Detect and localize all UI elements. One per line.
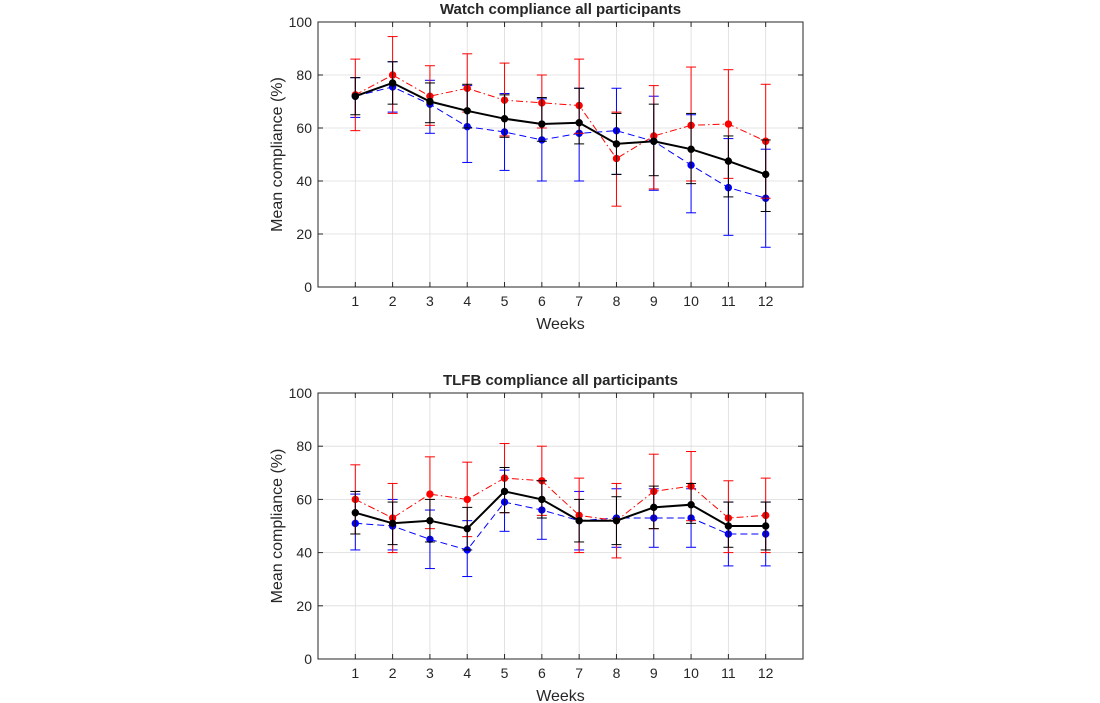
- x-tick-label: 7: [575, 665, 583, 681]
- data-point: [426, 97, 434, 106]
- series-line: [355, 86, 766, 199]
- x-axis-label: Weeks: [536, 688, 585, 703]
- series-line: [355, 477, 766, 522]
- data-point: [687, 501, 695, 509]
- x-tick-label: 9: [650, 293, 658, 309]
- x-tick-label: 10: [683, 665, 699, 681]
- data-point: [538, 120, 546, 128]
- x-tick-label: 5: [501, 665, 509, 681]
- chart-title: Watch compliance all participants: [440, 1, 681, 18]
- y-axis-label: Mean compliance (%): [269, 449, 286, 604]
- data-point: [500, 487, 509, 496]
- x-tick-label: 6: [538, 665, 546, 681]
- data-point: [463, 524, 471, 533]
- y-tick-label: 60: [296, 491, 312, 507]
- series-2: [350, 61, 771, 212]
- x-tick-label: 2: [389, 293, 397, 309]
- y-tick-label: 60: [296, 120, 312, 136]
- data-point: [650, 137, 658, 145]
- data-point: [463, 107, 471, 115]
- data-point: [426, 490, 434, 498]
- series-line: [355, 74, 766, 160]
- x-tick-label: 7: [575, 293, 583, 309]
- x-tick-label: 12: [758, 665, 774, 681]
- data-point: [538, 495, 546, 504]
- data-point: [388, 79, 397, 87]
- x-tick-label: 3: [426, 665, 434, 681]
- data-point: [388, 519, 397, 528]
- x-tick-label: 8: [613, 665, 621, 681]
- y-tick-label: 20: [296, 598, 312, 614]
- plot-area: [318, 393, 803, 659]
- data-point: [426, 516, 434, 525]
- x-tick-label: 12: [758, 293, 774, 309]
- data-point: [575, 119, 583, 127]
- y-tick-label: 20: [296, 226, 312, 242]
- data-point: [761, 170, 770, 179]
- data-point: [612, 516, 621, 525]
- data-point: [500, 115, 509, 123]
- x-tick-label: 9: [650, 665, 658, 681]
- data-point: [650, 503, 658, 512]
- y-tick-label: 80: [296, 67, 312, 83]
- data-point: [575, 516, 583, 525]
- data-point: [687, 145, 695, 153]
- y-tick-label: 80: [296, 438, 312, 454]
- axes-box: [317, 392, 804, 660]
- y-tick-label: 40: [296, 545, 312, 561]
- series-2: [350, 466, 771, 551]
- x-tick-label: 3: [426, 293, 434, 309]
- x-tick-label: 11: [721, 665, 736, 681]
- x-axis-label: Weeks: [536, 316, 585, 333]
- y-tick-label: 40: [296, 173, 312, 189]
- data-point: [724, 522, 733, 530]
- x-tick-label: 5: [501, 293, 509, 309]
- chart-title: TLFB compliance all participants: [443, 372, 678, 389]
- plot-area: [318, 22, 803, 287]
- series-line: [355, 501, 766, 551]
- x-tick-label: 1: [351, 665, 359, 681]
- data-point: [761, 522, 770, 530]
- data-point: [351, 92, 360, 100]
- x-tick-label: 1: [351, 293, 359, 309]
- x-tick-label: 11: [721, 293, 736, 309]
- x-tick-label: 4: [463, 293, 471, 309]
- series-line: [354, 81, 767, 176]
- axes-box: [317, 21, 804, 288]
- y-tick-label: 0: [304, 651, 312, 667]
- x-tick-label: 2: [389, 665, 397, 681]
- x-tick-label: 4: [463, 665, 471, 681]
- y-tick-label: 0: [304, 279, 312, 295]
- x-tick-label: 6: [538, 293, 546, 309]
- series-line: [355, 490, 766, 530]
- data-point: [724, 157, 733, 165]
- y-tick-label: 100: [289, 385, 313, 401]
- data-point: [463, 495, 471, 504]
- data-point: [351, 509, 360, 517]
- y-tick-label: 100: [289, 14, 313, 30]
- data-point: [724, 120, 733, 128]
- data-point: [612, 140, 621, 148]
- y-axis-label: Mean compliance (%): [269, 77, 286, 232]
- x-tick-label: 8: [613, 293, 621, 309]
- x-tick-label: 10: [683, 293, 699, 309]
